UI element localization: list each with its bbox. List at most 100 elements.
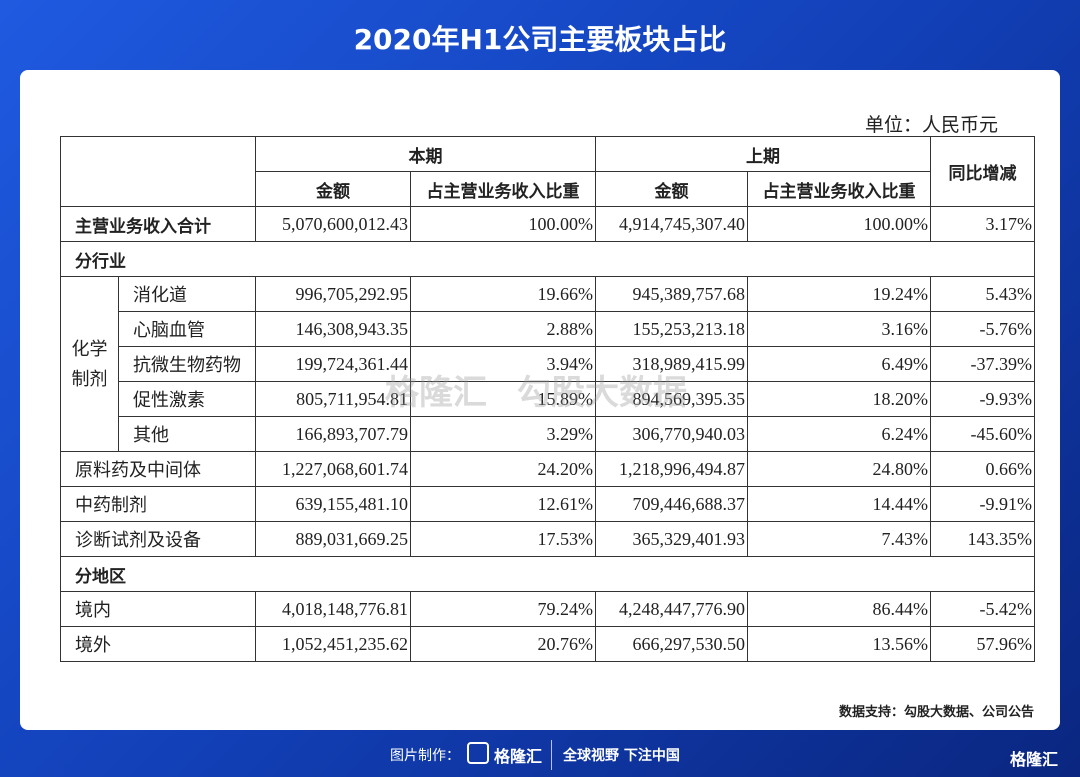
table-cell: 945,389,757.68 <box>595 276 748 312</box>
table-cell: 4,248,447,776.90 <box>595 591 748 627</box>
table-cell: 境内 <box>60 591 256 627</box>
table-row: 诊断试剂及设备 889,031,669.25 17.53% 365,329,401.9… <box>60 521 1035 557</box>
watermark-brand: 格隆汇 <box>385 373 487 413</box>
table-cell: 1,227,068,601.74 <box>255 451 411 487</box>
table-cell: 诊断试剂及设备 <box>60 521 256 557</box>
table-row: 中药制剂 639,155,481.10 12.61% 709,446,688.37 14… <box>60 486 1035 522</box>
table-row: 抗微生物药物 199,724,361.44 3.94% 318,989,415.99 6… <box>61 346 1035 382</box>
table-cell: 365,329,401.93 <box>595 521 748 557</box>
table-cell: 20.76% <box>410 626 596 662</box>
table-cell: 666,297,530.50 <box>595 626 748 662</box>
table-cell: 上期 <box>595 136 931 172</box>
table-cell: 占主营业务收入比重 <box>747 171 931 207</box>
table-cell: 原料药及中间体 <box>60 451 256 487</box>
table-row: 金额 占主营业务收入比重 金额 占主营业务收入比重 <box>61 171 1035 207</box>
table-cell: 6.49% <box>747 346 931 382</box>
table-cell: 199,724,361.44 <box>255 346 411 382</box>
table-cell: 金额 <box>255 171 411 207</box>
table-cell: 0.66% <box>930 451 1035 487</box>
table-cell: 境外 <box>60 626 256 662</box>
table-cell: 分行业 <box>60 241 1035 277</box>
data-table: 本期 上期 同比增减 金额 占主营业务收入比重 金额 占主营业务收入比重 主营业务收入合计 5,… <box>60 136 1035 662</box>
footer: 图片制作： 格隆汇 全球视野 下注中国 格隆汇 <box>0 740 1080 770</box>
table-cell: 其他 <box>118 416 256 452</box>
table-cell: 促性激素 <box>118 381 256 417</box>
table-cell: -5.42% <box>930 591 1035 627</box>
table-cell: 2.88% <box>410 311 596 347</box>
table-row: 主营业务收入合计 5,070,600,012.43 100.00% 4,914,745… <box>60 206 1035 242</box>
card: 单位：人民币元 本期 上期 同比增减 金额 占主营业务收入比重 金额 占主营业务收入比重 主营… <box>20 70 1060 730</box>
table-cell: 889,031,669.25 <box>255 521 411 557</box>
table-cell: 6.24% <box>747 416 931 452</box>
table-row: 分行业 <box>60 241 1035 277</box>
unit-note: 单位：人民币元 <box>864 115 998 136</box>
table-cell: 996,705,292.95 <box>255 276 411 312</box>
table-cell: 1,218,996,494.87 <box>595 451 748 487</box>
table-row: 分地区 <box>60 556 1035 592</box>
table-cell: 639,155,481.10 <box>255 486 411 522</box>
table-cell: 中药制剂 <box>60 486 256 522</box>
footer-made-by: 图片制作： <box>390 748 460 764</box>
table-cell: 86.44% <box>747 591 931 627</box>
table-cell: 166,893,707.79 <box>255 416 411 452</box>
table-cell: 318,989,415.99 <box>595 346 748 382</box>
table-cell <box>60 136 256 207</box>
table-row: 化学制剂 消化道 996,705,292.95 19.66% 945,389,757.6… <box>60 276 1035 452</box>
table-cell: 分地区 <box>60 556 1035 592</box>
table-cell: 7.43% <box>747 521 931 557</box>
table-cell: 5.43% <box>930 276 1035 312</box>
divider <box>551 740 552 770</box>
footer-slogan: 全球视野 下注中国 <box>563 748 680 764</box>
table-cell: 57.96% <box>930 626 1035 662</box>
table-cell: 抗微生物药物 <box>118 346 256 382</box>
table-cell: 化学制剂 <box>60 276 119 452</box>
table-row: 境内 4,018,148,776.81 79.24% 4,248,447,776.90… <box>60 591 1035 627</box>
table-cell: 主营业务收入合计 <box>60 206 256 242</box>
table-row: 本期 上期 同比增减 <box>60 136 1035 207</box>
table-cell: 4,914,745,307.40 <box>595 206 748 242</box>
table-cell: 306,770,940.03 <box>595 416 748 452</box>
watermark-text: 勾股大数据 <box>517 373 687 413</box>
table-cell: 79.24% <box>410 591 596 627</box>
table-cell: 4,018,148,776.81 <box>255 591 411 627</box>
table-cell: 12.61% <box>410 486 596 522</box>
table-cell: 同比增减 <box>930 136 1035 207</box>
table-row: 原料药及中间体 1,227,068,601.74 24.20% 1,218,996,4… <box>60 451 1035 487</box>
table-cell: 14.44% <box>747 486 931 522</box>
footer-brand: 格隆汇 <box>494 747 543 766</box>
table-row: 境外 1,052,451,235.62 20.76% 666,297,530.50 13… <box>60 626 1035 662</box>
source-note: 数据支持：勾股大数据、公司公告 <box>838 705 1034 720</box>
table-cell: 100.00% <box>747 206 931 242</box>
table-cell: 1,052,451,235.62 <box>255 626 411 662</box>
table-cell: 消化道 <box>118 276 256 312</box>
table-cell: 5,070,600,012.43 <box>255 206 411 242</box>
logo-icon <box>467 742 489 764</box>
table-cell: -45.60% <box>930 416 1035 452</box>
table-cell: 24.20% <box>410 451 596 487</box>
table-row: 其他 166,893,707.79 3.29% 306,770,940.03 6.24%… <box>61 416 1035 452</box>
table-cell: 24.80% <box>747 451 931 487</box>
table-cell: 金额 <box>595 171 748 207</box>
table-cell: 3.17% <box>930 206 1035 242</box>
table-cell: -9.93% <box>930 381 1035 417</box>
table-cell: 143.35% <box>930 521 1035 557</box>
table-cell: 19.24% <box>747 276 931 312</box>
table-cell: 100.00% <box>410 206 596 242</box>
table-cell: 17.53% <box>410 521 596 557</box>
table-cell: 18.20% <box>747 381 931 417</box>
table-cell: -37.39% <box>930 346 1035 382</box>
table-row: 心脑血管 146,308,943.35 2.88% 155,253,213.18 3.1… <box>61 311 1035 347</box>
watermark: 格隆汇 勾股大数据 <box>385 365 717 414</box>
table-cell: 心脑血管 <box>118 311 256 347</box>
table-cell: 146,308,943.35 <box>255 311 411 347</box>
table-cell: 13.56% <box>747 626 931 662</box>
table-cell: 19.66% <box>410 276 596 312</box>
table-cell: 894,569,395.35 <box>595 381 748 417</box>
table-cell: -9.91% <box>930 486 1035 522</box>
table-cell: 709,446,688.37 <box>595 486 748 522</box>
table-cell: -5.76% <box>930 311 1035 347</box>
table-cell: 3.16% <box>747 311 931 347</box>
corner-brand: 格隆汇 <box>1010 750 1059 769</box>
table-cell: 占主营业务收入比重 <box>410 171 596 207</box>
